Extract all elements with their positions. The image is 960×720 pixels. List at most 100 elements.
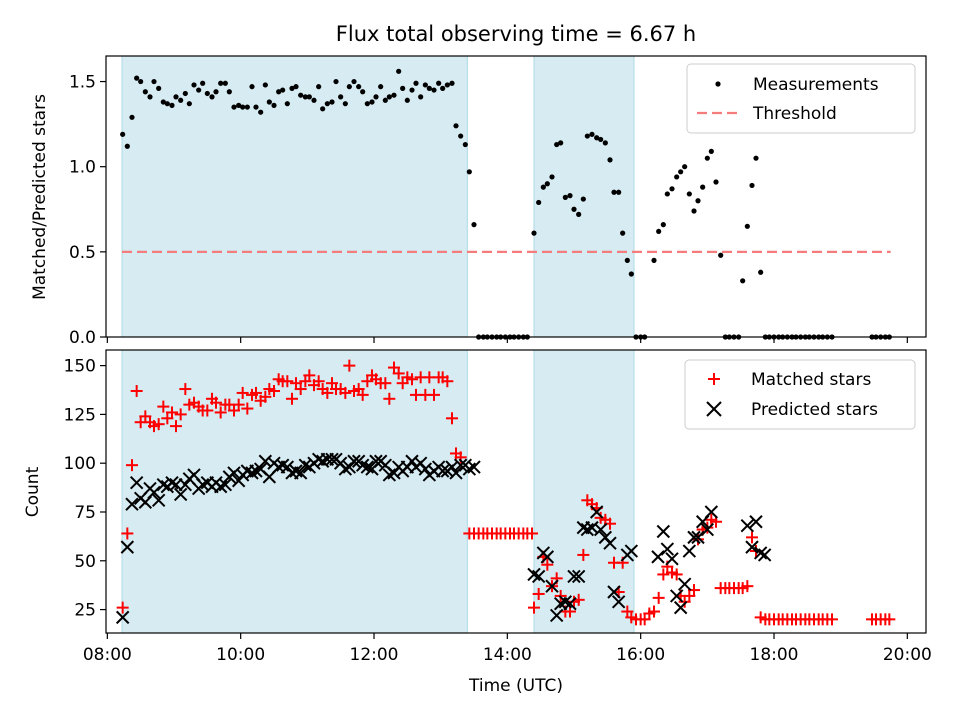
matched-star-point (652, 591, 665, 604)
predicted-star-point (740, 518, 755, 533)
measurement-point (129, 114, 135, 120)
top-y-axis-label: Matched/Predicted stars (30, 94, 50, 300)
measurement-point (360, 89, 366, 95)
top-y-tick-label: 1.5 (69, 73, 96, 93)
measurement-point (571, 206, 577, 212)
measurement-point (531, 230, 537, 236)
predicted-star-point (691, 530, 705, 545)
measurement-point (611, 189, 617, 195)
measurement-point (391, 92, 397, 98)
measurement-point (753, 155, 759, 161)
measurement-point (686, 191, 692, 197)
matched-star-point (259, 390, 272, 403)
matched-star-point (670, 568, 683, 581)
top-y-tick-label: 0.0 (69, 328, 96, 348)
matched-star-point (339, 386, 352, 399)
matched-star-point (121, 527, 134, 540)
x-tick-label: 18:00 (750, 645, 799, 665)
predicted-star-point (151, 493, 166, 507)
measurement-point (678, 169, 684, 175)
predicted-star-point (293, 466, 308, 480)
measurement-point (249, 84, 255, 90)
measurement-point (749, 182, 755, 189)
measurement-point (262, 82, 268, 88)
matched-star-point (312, 375, 325, 388)
measurement-point (624, 257, 630, 263)
predicted-star-point (624, 544, 639, 558)
measurement-point (191, 82, 197, 88)
measurement-point (540, 184, 546, 190)
matched-star-point (170, 420, 182, 433)
measurement-point (364, 101, 370, 107)
bottom-y-ticks: 25 50 75 100 125 150 (64, 357, 106, 621)
measurement-point (373, 94, 379, 100)
matched-star-point (406, 373, 418, 386)
measurement-point (338, 94, 344, 100)
matched-star-point (343, 359, 356, 372)
matched-star-point (152, 418, 165, 431)
predicted-star-point (745, 540, 759, 554)
predicted-star-point (656, 524, 671, 539)
predicted-star-point (673, 600, 688, 615)
matched-star-point (883, 613, 896, 626)
matched-star-point (392, 367, 405, 380)
measurement-point (449, 80, 455, 86)
measurement-point (236, 102, 242, 108)
matched-star-point (741, 580, 754, 593)
top-legend: Measurements Threshold (686, 63, 916, 134)
measurement-point (231, 104, 237, 110)
measurement-point (718, 252, 724, 258)
predicted-star-point (115, 610, 130, 625)
measurement-point (346, 84, 352, 90)
measurement-point (222, 80, 228, 86)
matched-star-point (116, 601, 129, 614)
measurement-point (562, 194, 568, 200)
measurement-point (382, 97, 388, 103)
bottom-legend-box (684, 359, 916, 430)
measurement-point (576, 211, 582, 217)
measurement-point (244, 104, 250, 110)
measurement-point (589, 131, 595, 137)
matched-star-point (826, 613, 838, 626)
measurement-point (664, 191, 670, 197)
measurement-point (316, 84, 322, 90)
measurement-point (444, 82, 450, 88)
predicted-star-point (347, 454, 361, 468)
measurement-point (558, 140, 564, 146)
measurement-point (544, 181, 550, 187)
bottom-y-axis-label: Count (23, 466, 43, 517)
legend-predicted-label: Predicted stars (751, 400, 878, 420)
measurement-point (431, 87, 437, 93)
measurement-point (213, 89, 219, 95)
top-plot-frame (105, 55, 927, 338)
measurement-point (306, 94, 312, 100)
measurement-point (682, 164, 688, 170)
predicted-star-point (563, 597, 577, 611)
measurement-point (178, 97, 184, 103)
legend-measurements-label: Measurements (753, 75, 879, 95)
predicted-star-point (677, 577, 692, 591)
predicted-star-point (607, 585, 621, 599)
matched-star-point (532, 587, 545, 600)
measurement-point (386, 94, 392, 100)
matched-star-point (303, 369, 316, 382)
shaded-interval-0 (121, 349, 468, 634)
x-tick-label: 20:00 (883, 645, 932, 665)
measurement-point (440, 85, 446, 91)
matched-star-point (210, 396, 222, 409)
predicted-star-point (453, 458, 468, 472)
measurement-point (713, 179, 719, 185)
measurement-point (413, 80, 419, 86)
bottom-y-tick-label: 125 (64, 405, 96, 425)
predicted-star-point (545, 579, 559, 593)
measurement-point (567, 193, 573, 199)
measurement-point (186, 101, 192, 107)
measurement-point (293, 84, 299, 90)
measurement-point (744, 223, 750, 229)
matched-star-point (281, 375, 294, 388)
predicted-star-point (540, 550, 555, 564)
measurement-point (226, 89, 232, 95)
matched-star-point (126, 459, 138, 472)
measurement-point (351, 78, 357, 85)
matched-star-point (157, 400, 170, 413)
